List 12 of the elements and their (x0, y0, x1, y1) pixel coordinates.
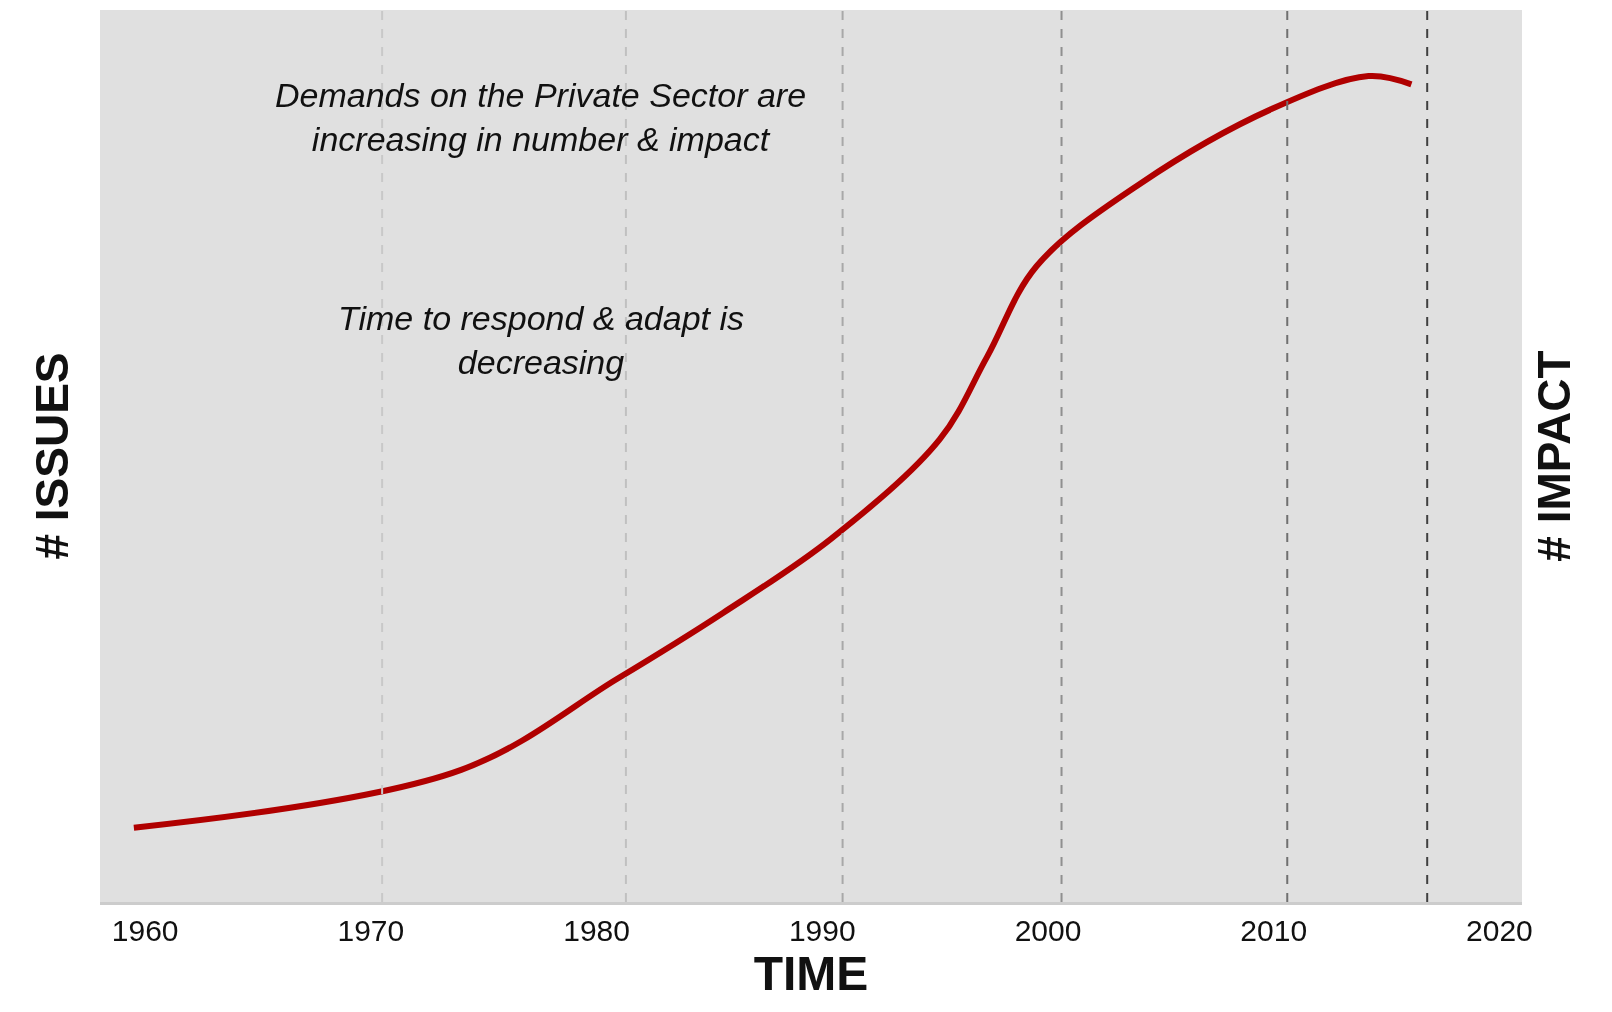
annotation: Time to respond & adapt is decreasing (338, 299, 745, 382)
x-tick-label: 2020 (1466, 914, 1533, 947)
y-axis-title: # ISSUES (26, 352, 79, 560)
annotation: Demands on the Private Sector are increasing in number & impact (275, 76, 807, 159)
x-tick-label: 1990 (788, 914, 856, 947)
x-tick-label: 1980 (563, 914, 630, 947)
x-tick-label: 2010 (1240, 914, 1308, 947)
x-tick-label: 2000 (1014, 914, 1082, 947)
x-tick-label: 1960 (111, 914, 179, 947)
x-tick-label: 1970 (337, 914, 405, 947)
y2-axis-title: # IMPACT (1527, 350, 1580, 562)
x-axis-title: TIME (753, 947, 869, 1000)
